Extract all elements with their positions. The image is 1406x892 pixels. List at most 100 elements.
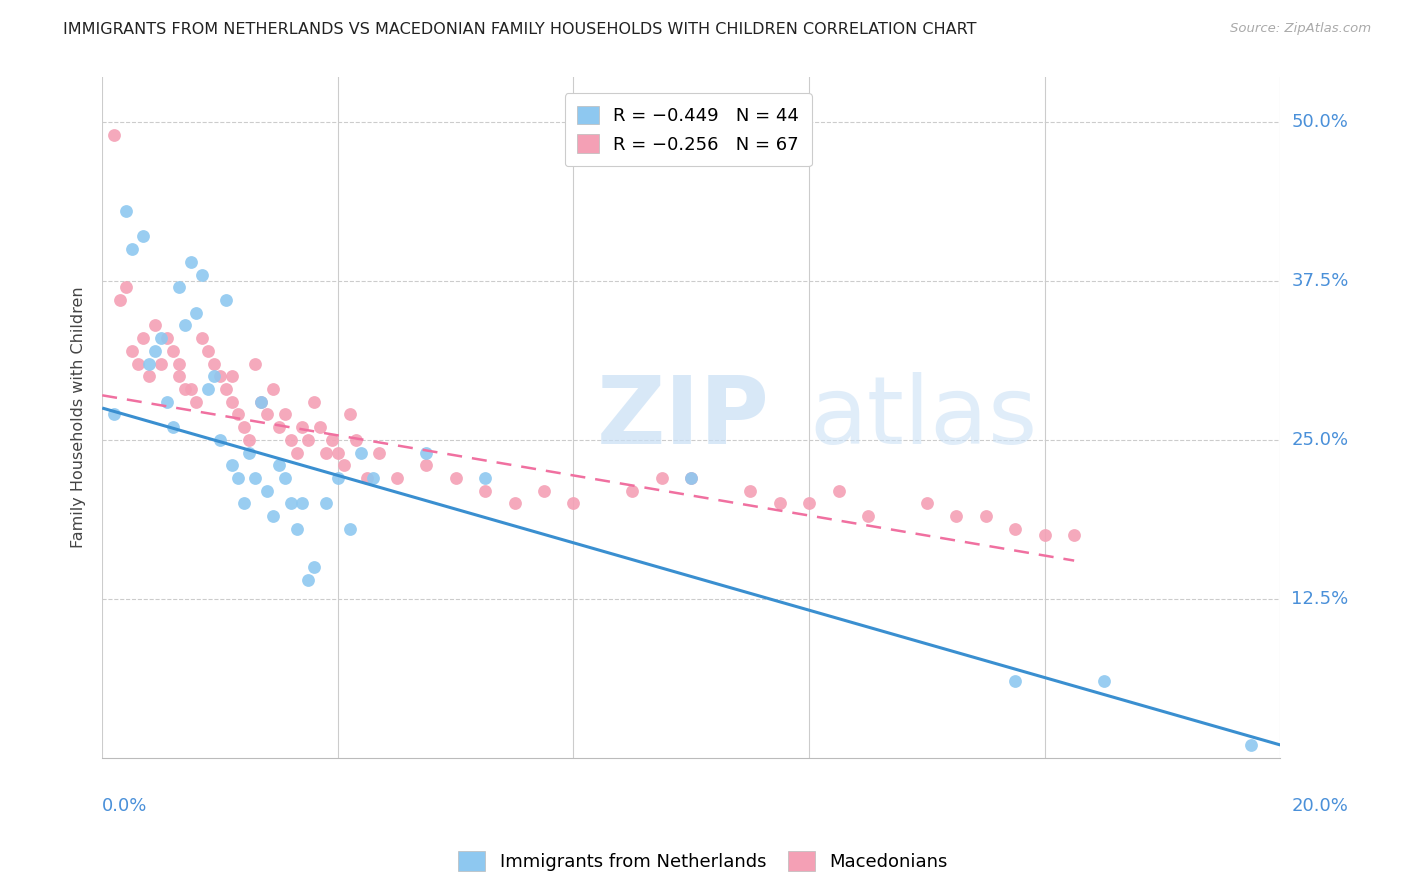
Point bbox=[197, 343, 219, 358]
Text: atlas: atlas bbox=[808, 372, 1038, 464]
Point bbox=[267, 420, 290, 434]
Point bbox=[191, 331, 214, 345]
Point bbox=[238, 445, 260, 459]
Text: 37.5%: 37.5% bbox=[1292, 272, 1348, 290]
Point bbox=[132, 331, 155, 345]
Point bbox=[208, 369, 231, 384]
Legend: R = −0.449   N = 44, R = −0.256   N = 67: R = −0.449 N = 44, R = −0.256 N = 67 bbox=[565, 94, 811, 166]
Point bbox=[651, 471, 673, 485]
Point bbox=[681, 471, 703, 485]
Point bbox=[326, 471, 349, 485]
Point bbox=[415, 445, 437, 459]
Point bbox=[114, 203, 136, 218]
Text: 25.0%: 25.0% bbox=[1292, 431, 1348, 449]
Point bbox=[285, 522, 308, 536]
Point bbox=[215, 293, 238, 307]
Point bbox=[173, 382, 195, 396]
Point bbox=[186, 306, 208, 320]
Point bbox=[162, 420, 184, 434]
Point bbox=[280, 433, 302, 447]
Point bbox=[156, 331, 179, 345]
Point bbox=[238, 433, 260, 447]
Point bbox=[274, 408, 297, 422]
Point bbox=[162, 343, 184, 358]
Point bbox=[202, 369, 225, 384]
Point bbox=[315, 496, 337, 510]
Point bbox=[344, 433, 367, 447]
Point bbox=[121, 343, 143, 358]
Point bbox=[740, 483, 762, 498]
Point bbox=[280, 496, 302, 510]
Point bbox=[503, 496, 526, 510]
Point bbox=[945, 509, 967, 524]
Point bbox=[250, 394, 273, 409]
Point bbox=[621, 483, 644, 498]
Legend: Immigrants from Netherlands, Macedonians: Immigrants from Netherlands, Macedonians bbox=[451, 844, 955, 879]
Point bbox=[250, 394, 273, 409]
Point bbox=[186, 394, 208, 409]
Point bbox=[221, 394, 243, 409]
Point bbox=[143, 343, 166, 358]
Point bbox=[232, 496, 254, 510]
Point bbox=[297, 573, 319, 587]
Point bbox=[974, 509, 997, 524]
Point bbox=[1004, 522, 1026, 536]
Text: ZIP: ZIP bbox=[598, 372, 770, 464]
Point bbox=[1004, 674, 1026, 689]
Point bbox=[356, 471, 378, 485]
Point bbox=[167, 369, 190, 384]
Point bbox=[332, 458, 354, 473]
Point bbox=[1092, 674, 1115, 689]
Point bbox=[1240, 738, 1263, 752]
Point bbox=[533, 483, 555, 498]
Point bbox=[156, 394, 179, 409]
Point bbox=[245, 357, 267, 371]
Point bbox=[226, 471, 249, 485]
Point bbox=[368, 445, 391, 459]
Text: IMMIGRANTS FROM NETHERLANDS VS MACEDONIAN FAMILY HOUSEHOLDS WITH CHILDREN CORREL: IMMIGRANTS FROM NETHERLANDS VS MACEDONIA… bbox=[63, 22, 977, 37]
Text: 20.0%: 20.0% bbox=[1292, 797, 1348, 814]
Point bbox=[173, 318, 195, 333]
Point bbox=[103, 128, 125, 142]
Point bbox=[197, 382, 219, 396]
Point bbox=[681, 471, 703, 485]
Point bbox=[226, 408, 249, 422]
Point bbox=[361, 471, 384, 485]
Point bbox=[291, 496, 314, 510]
Text: 0.0%: 0.0% bbox=[103, 797, 148, 814]
Point bbox=[350, 445, 373, 459]
Point bbox=[132, 229, 155, 244]
Point bbox=[208, 433, 231, 447]
Point bbox=[339, 408, 361, 422]
Point bbox=[127, 357, 149, 371]
Point bbox=[221, 369, 243, 384]
Point bbox=[827, 483, 849, 498]
Point bbox=[415, 458, 437, 473]
Point bbox=[103, 408, 125, 422]
Point bbox=[180, 382, 202, 396]
Point bbox=[339, 522, 361, 536]
Point bbox=[191, 268, 214, 282]
Point bbox=[915, 496, 938, 510]
Point bbox=[121, 242, 143, 256]
Text: 50.0%: 50.0% bbox=[1292, 113, 1348, 131]
Point bbox=[797, 496, 820, 510]
Point bbox=[267, 458, 290, 473]
Point bbox=[143, 318, 166, 333]
Point bbox=[291, 420, 314, 434]
Point bbox=[326, 445, 349, 459]
Point bbox=[285, 445, 308, 459]
Point bbox=[385, 471, 408, 485]
Point bbox=[138, 369, 160, 384]
Point bbox=[444, 471, 467, 485]
Point bbox=[202, 357, 225, 371]
Point bbox=[108, 293, 131, 307]
Point bbox=[309, 420, 332, 434]
Point bbox=[297, 433, 319, 447]
Point bbox=[856, 509, 879, 524]
Point bbox=[321, 433, 343, 447]
Text: 12.5%: 12.5% bbox=[1292, 590, 1348, 607]
Point bbox=[256, 408, 278, 422]
Point bbox=[474, 483, 496, 498]
Point bbox=[245, 471, 267, 485]
